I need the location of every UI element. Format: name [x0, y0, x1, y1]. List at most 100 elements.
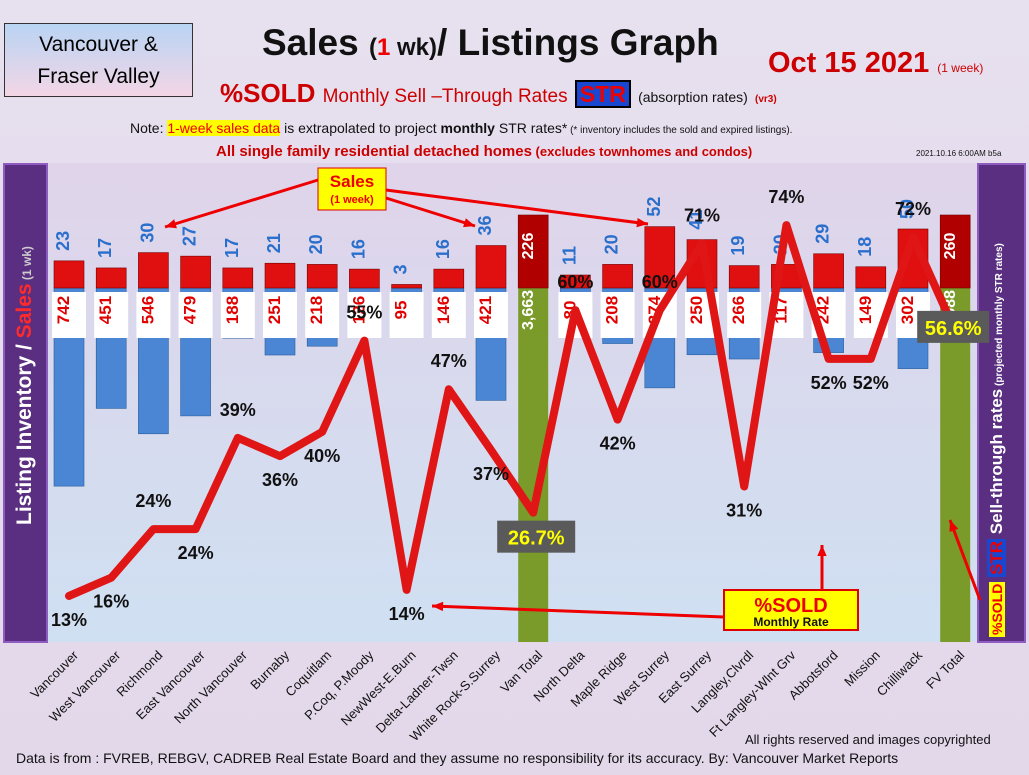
sales-arrow: [385, 196, 476, 228]
inventory-value-label: 218: [307, 296, 326, 324]
sales-callout-box: [317, 167, 387, 211]
sales-value-label: 52: [644, 197, 664, 217]
inventory-value-label: 149: [856, 296, 875, 324]
str-value-label: 39%: [220, 400, 256, 420]
detached-note: All single family residential detached h…: [216, 143, 752, 160]
left-axis-panel: Listing Inventory / Sales (1 wk): [3, 163, 48, 643]
title-wk: wk): [390, 34, 438, 61]
sales-callout-sub: (1 week): [330, 194, 374, 206]
sales-value-label: 20: [306, 234, 326, 254]
inventory-value-label: 3,663: [520, 290, 537, 330]
sales-bar: [433, 268, 465, 289]
str-value-label: 42%: [600, 434, 636, 454]
subtitle-absorb: (absorption rates): [638, 89, 748, 105]
inventory-bar-total: [940, 288, 971, 642]
sales-bar: [560, 274, 591, 289]
sales-bar: [95, 267, 127, 289]
str-value-label: 24%: [135, 491, 171, 511]
sales-bar: [222, 267, 254, 289]
inventory-value-label: 188: [223, 296, 242, 324]
str-value-label: 52%: [811, 373, 847, 393]
sales-value-label: 19: [728, 236, 748, 256]
inventory-value-label: 95: [392, 301, 411, 320]
sales-value-label: 21: [264, 233, 284, 253]
str-badge: STR: [574, 80, 631, 108]
detached-paren: (excludes townhomes and condos): [531, 144, 753, 159]
note-prefix: Note:: [130, 120, 168, 136]
sales-value-label: 18: [855, 237, 875, 257]
inventory-value-label: 546: [138, 296, 157, 324]
sales-bar-total: [517, 214, 549, 289]
category-tick-label: Chilliwack: [874, 647, 926, 699]
region-line-1: Vancouver &: [39, 33, 158, 56]
inventory-label-bg: [347, 292, 382, 338]
note-bold: monthly: [440, 120, 495, 136]
str-value-label: 52%: [853, 373, 889, 393]
sales-bar: [306, 264, 338, 289]
region-box: Vancouver & Fraser Valley: [4, 23, 193, 97]
sales-bar: [855, 266, 887, 289]
sales-value-label: 11: [559, 246, 579, 265]
inventory-label-bg: [305, 292, 340, 338]
sales-bar: [138, 252, 169, 289]
sales-arrow-head: [636, 217, 648, 228]
sales-arrow-head: [463, 218, 475, 228]
sales-bar: [602, 264, 633, 289]
date-note: (1 week): [937, 61, 984, 75]
str-value-label: 14%: [389, 604, 425, 624]
sales-arrow: [164, 178, 319, 229]
title-listings: / Listings Graph: [437, 22, 719, 63]
subtitle-version: (vr3): [755, 94, 777, 105]
str-value-label: 16%: [93, 592, 129, 612]
inventory-value-label: 302: [898, 296, 917, 324]
str-value-label: 37%: [473, 464, 509, 484]
sales-value-label: 260: [942, 233, 959, 260]
inventory-label-bg: [94, 292, 129, 338]
sold-callout-title: %SOLD: [754, 595, 827, 617]
str-value-label: 60%: [642, 272, 678, 292]
inventory-label-bg: [600, 292, 635, 338]
inventory-value-label: 146: [434, 296, 453, 324]
str-value-label: 24%: [178, 543, 214, 563]
str-value-label: 74%: [768, 187, 804, 207]
str-value-label: 55%: [346, 303, 382, 323]
right-axis-panel: %SOLD STR Sell-through rates (projected …: [977, 163, 1026, 643]
note-small: (* inventory includes the sold and expir…: [567, 125, 793, 136]
sales-bar: [475, 245, 507, 289]
chart-title: Sales (1 wk)/ Listings Graph: [262, 22, 719, 64]
sales-arrow: [385, 188, 649, 226]
inventory-value-label: 421: [476, 296, 495, 324]
sold-callout-box: [723, 589, 859, 631]
sold-arrow: [431, 604, 725, 619]
subtitle: %SOLD Monthly Sell –Through Rates STR (a…: [220, 78, 777, 109]
inventory-value-label: 126: [349, 296, 368, 324]
sold-arrow-head: [432, 601, 444, 612]
category-tick-label: Mission: [841, 648, 883, 690]
sold-arrow-head: [949, 520, 959, 532]
sales-value-label: 27: [180, 226, 200, 246]
str-value-label: 47%: [431, 351, 467, 371]
inventory-value-label: 208: [603, 296, 622, 324]
str-value-label: 72%: [895, 199, 931, 219]
report-date: Oct 15 2021 (1 week): [768, 47, 983, 80]
sales-bar: [180, 255, 211, 289]
timestamp: 2021.10.16 6:00AM b5a: [916, 149, 1002, 158]
category-tick-label: FV Total: [923, 647, 967, 691]
inventory-label-bg: [136, 292, 171, 338]
str-value-label: 36%: [262, 470, 298, 490]
inventory-value-label: 479: [181, 296, 200, 324]
copyright: All rights reserved and images copyright…: [745, 732, 991, 747]
inventory-label-bg: [389, 292, 424, 338]
sales-bar: [53, 260, 85, 289]
inventory-label-bg: [220, 292, 255, 338]
sales-value-label: 16: [348, 239, 368, 259]
str-total-label: 26.7%: [508, 528, 565, 550]
sales-arrow-head: [165, 219, 177, 229]
inventory-value-label: 742: [54, 296, 73, 324]
category-tick-label: NewWest-E.Burn: [338, 648, 419, 729]
inventory-value-label: 251: [265, 296, 284, 324]
category-tick-label: North Vancouver: [171, 647, 250, 726]
sales-bar-total: [939, 214, 971, 289]
note-highlight: 1-week sales data: [167, 120, 281, 136]
